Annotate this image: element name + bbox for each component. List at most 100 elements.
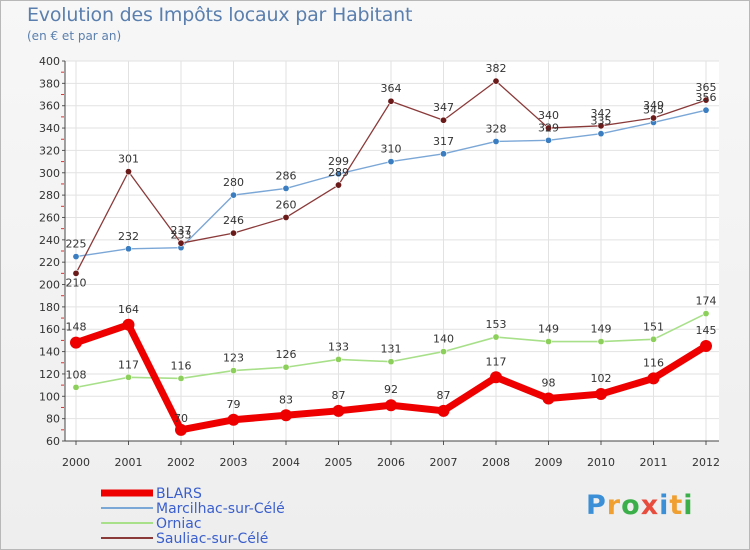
data-point [492,333,500,341]
x-tick-label: 2011 [640,456,668,469]
data-label: 174 [696,295,717,308]
data-label: 289 [328,166,349,179]
y-tick-label: 140 [39,346,60,359]
data-point [125,373,133,381]
y-tick-label: 300 [39,167,60,180]
data-point [439,150,447,158]
data-point [125,168,133,176]
data-point [70,336,82,349]
data-label: 148 [66,321,87,334]
data-label: 164 [118,303,139,316]
data-label: 356 [696,91,717,104]
logo-letter: i [659,490,670,521]
data-point [544,338,552,346]
data-label: 149 [591,323,612,336]
data-point [597,122,605,130]
logo-letter: t [669,490,684,521]
x-tick-label: 2012 [692,456,720,469]
logo-letter: P [586,490,607,521]
x-tick-label: 2007 [430,456,458,469]
data-point [125,245,133,253]
chart-title: Evolution des Impôts locaux par Habitant [27,4,413,26]
data-label: 233 [171,229,192,242]
y-tick-label: 80 [46,413,60,426]
data-point [387,158,395,166]
data-label: 102 [591,372,612,385]
data-point [544,136,552,144]
data-label: 126 [276,348,297,361]
y-tick-label: 220 [39,256,60,269]
data-label: 299 [328,155,349,168]
data-label: 145 [696,324,717,337]
data-label: 151 [643,320,664,333]
y-tick-label: 240 [39,234,60,247]
data-label: 210 [66,276,87,289]
data-label: 347 [433,101,454,114]
data-label: 335 [591,115,612,128]
data-label: 108 [66,368,87,381]
data-label: 87 [437,389,451,402]
y-tick-label: 180 [39,301,60,314]
data-label: 133 [328,340,349,353]
y-tick-label: 280 [39,189,60,202]
data-label: 117 [486,355,507,368]
data-point [282,363,290,371]
y-tick-label: 100 [39,390,60,403]
data-point [177,239,185,247]
legend-label: BLARS [156,486,202,502]
logo-letter: i [683,490,694,521]
data-label: 328 [486,122,507,135]
data-label: 345 [643,103,664,116]
data-label: 301 [118,153,139,166]
y-tick-label: 120 [39,368,60,381]
x-tick-label: 2009 [535,456,563,469]
logo-letter: r [606,490,622,521]
data-label: 225 [66,238,87,251]
data-point [72,253,80,261]
data-label: 246 [223,214,244,227]
data-label: 70 [174,412,188,425]
data-point [649,335,657,343]
data-label: 92 [384,383,398,396]
data-point [122,318,135,331]
data-point [175,423,187,436]
data-label: 123 [223,352,244,365]
data-point [492,137,500,145]
data-label: 149 [538,323,559,336]
data-point [542,392,555,405]
x-tick-label: 2001 [115,456,143,469]
data-label: 153 [486,318,507,331]
data-label: 382 [486,62,507,75]
x-tick-label: 2008 [482,456,510,469]
data-point [177,374,185,382]
data-label: 116 [643,356,664,369]
data-point [437,404,450,417]
data-point [492,77,500,85]
data-label: 310 [381,143,402,156]
data-label: 79 [227,398,241,411]
data-point [597,130,605,138]
data-label: 116 [171,359,192,372]
data-label: 342 [591,107,612,120]
legend-label: Orniac [156,516,202,532]
data-label: 131 [381,343,402,356]
y-tick-label: 380 [39,77,60,90]
data-point [439,116,447,124]
data-label: 365 [696,81,717,94]
data-label: 286 [276,169,297,182]
data-point [227,413,240,426]
data-point [439,348,447,356]
y-tick-label: 340 [39,122,60,135]
data-point [702,106,710,114]
legend-label: Marcilhac-sur-Célé [156,501,285,517]
data-point [72,269,80,277]
data-point [387,97,395,105]
x-tick-label: 2003 [220,456,248,469]
data-label: 329 [538,121,559,134]
data-point [597,338,605,346]
data-label: 140 [433,333,454,346]
y-tick-label: 160 [39,323,60,336]
data-label: 260 [276,198,297,211]
legend-label: Sauliac-sur-Célé [156,531,268,547]
